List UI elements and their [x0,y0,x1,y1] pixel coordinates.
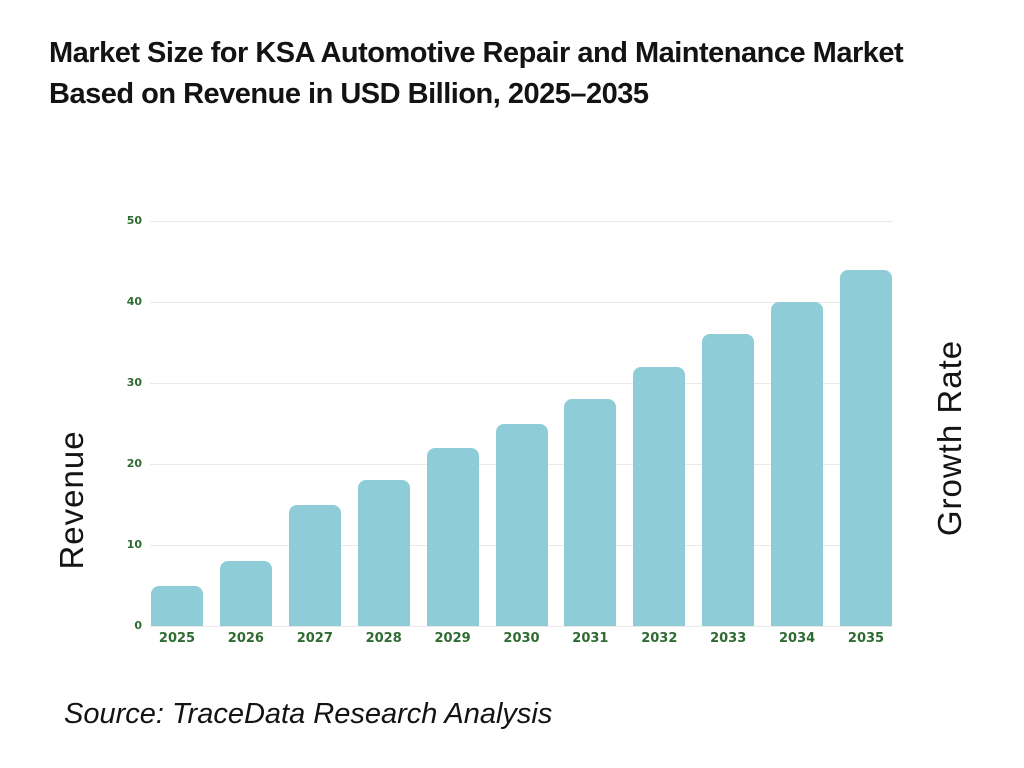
gridline-50 [150,221,893,222]
gridline-0 [150,626,893,627]
x-tick-label-2027: 2027 [296,631,333,646]
x-tick-label-2032: 2032 [641,631,678,646]
bar-2025 [151,585,203,626]
chart-title: Market Size for KSA Automotive Repair an… [49,33,904,115]
bar-2033 [702,334,755,626]
plot-area [150,221,893,627]
x-tick-label-2029: 2029 [434,631,471,646]
x-tick-label-2034: 2034 [779,631,816,646]
bar-2035 [840,269,892,626]
x-tick-label-2026: 2026 [227,631,264,646]
y-tick-label-30: 30 [126,376,142,389]
y-tick-label-10: 10 [126,538,142,551]
x-tick-label-2028: 2028 [365,631,402,646]
gridline-40 [150,302,893,303]
bar-2027 [288,504,341,626]
bar-2031 [564,399,617,626]
x-tick-label-2033: 2033 [710,631,747,646]
y-tick-label-0: 0 [134,619,142,632]
x-tick-label-2031: 2031 [572,631,609,646]
y-tick-label-50: 50 [126,214,142,227]
bar-2026 [219,561,272,626]
chart-title-line1: Market Size for KSA Automotive Repair an… [49,37,904,69]
source-note: Source: TraceData Research Analysis [64,698,553,730]
x-tick-label-2025: 2025 [158,631,196,646]
y-tick-label-40: 40 [126,295,142,308]
bar-2029 [426,447,479,626]
y-axis-label-growth-rate: Growth Rate [931,339,968,537]
chart-title-line2: Based on Revenue in USD Billion, 2025–20… [49,78,649,110]
bar-2032 [633,366,686,626]
bar-2034 [771,302,824,626]
bar-2028 [357,480,410,626]
x-tick-label-2035: 2035 [847,631,885,646]
x-tick-label-2030: 2030 [503,631,540,646]
bar-2030 [495,423,548,626]
y-tick-label-20: 20 [126,457,142,470]
gridline-30 [150,383,893,384]
